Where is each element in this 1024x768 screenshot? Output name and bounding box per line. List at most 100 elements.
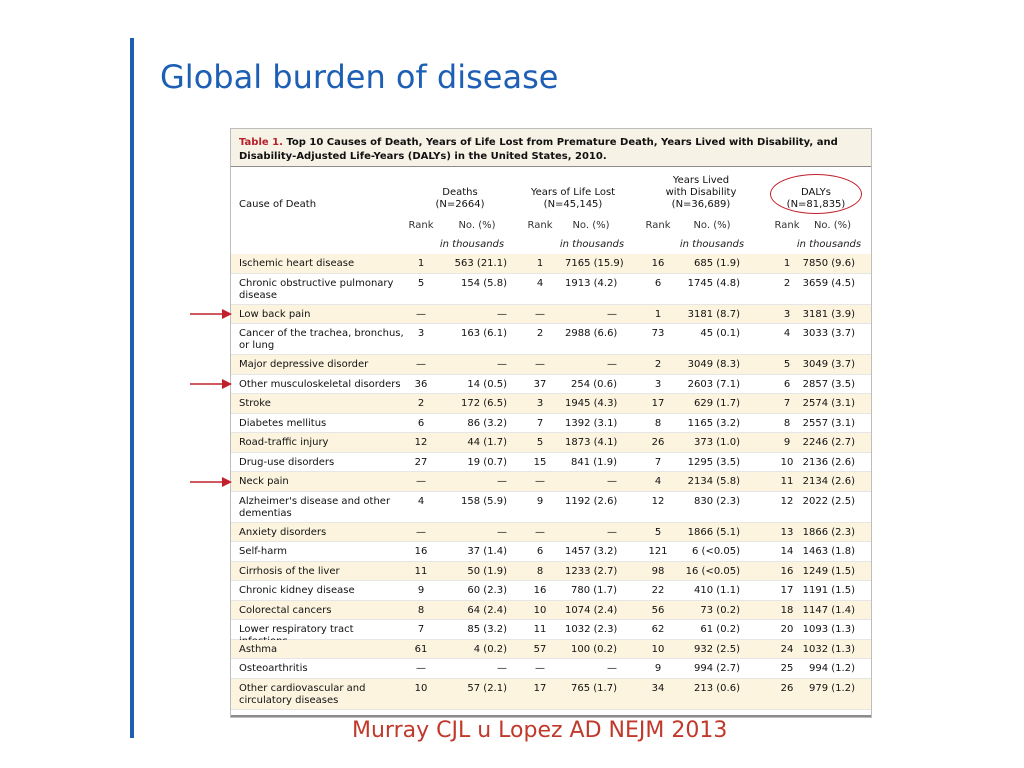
deaths-rank-cell: 16 [414,546,428,557]
deaths-no-cell: 64 (2.4) [467,604,507,616]
cause-cell: Alzheimer's disease and other dementias [239,495,391,519]
yll-no-cell: 1392 (3.1) [565,417,618,429]
daly-rank-cell: 26 [780,682,794,694]
yll-no-cell: 765 (1.7) [571,682,617,694]
deaths-no-cell: — [497,476,507,487]
deaths-no-cell: 563 (21.1) [454,258,507,269]
unit-yll: in thousands [559,239,625,250]
daly-rank-cell: 18 [780,604,794,616]
daly-rank-cell: 17 [780,585,794,596]
daly-rank-cell: 24 [780,643,794,655]
yll-no-cell: 1233 (2.7) [565,565,618,577]
daly-no-cell: 7850 (9.6) [802,258,855,269]
daly-no-cell: 2857 (3.5) [802,378,855,390]
cause-cell: Cirrhosis of the liver [239,565,340,577]
table-caption-lead: Table 1. [239,137,283,148]
unit-daly: in thousands [796,239,862,250]
table-caption: Table 1. Top 10 Causes of Death, Years o… [231,129,871,167]
yll-no-cell: 1913 (4.2) [565,277,618,289]
daly-rank-cell: 12 [780,495,794,507]
daly-rank-cell: 25 [780,663,794,674]
deaths-rank-cell: — [416,308,426,320]
subheader-deaths-no: No. (%) [458,220,496,231]
deaths-rank-cell: 7 [417,624,425,635]
subheader-deaths-rank: Rank [408,220,434,231]
yll-rank-cell: 15 [533,456,547,468]
yll-rank-cell: 16 [533,585,547,596]
arrow-marker-icon [190,379,232,390]
daly-no-cell: 994 (1.2) [809,663,855,674]
yld-no-cell: 73 (0.2) [700,604,740,616]
deaths-no-cell: 163 (6.1) [461,328,507,339]
deaths-no-cell: 19 (0.7) [467,456,507,468]
daly-rank-cell: 13 [780,526,794,538]
cause-cell: Low back pain [239,308,311,320]
subheader-yll-no: No. (%) [572,220,610,231]
deaths-no-cell: 57 (2.1) [467,682,507,694]
yld-no-cell: 2134 (5.8) [687,476,740,487]
deaths-rank-cell: 10 [414,682,428,694]
yll-no-cell: 1192 (2.6) [565,495,618,507]
yll-rank-cell: 4 [536,277,544,289]
deaths-rank-cell: — [416,359,426,370]
yld-no-cell: 373 (1.0) [694,437,740,448]
yll-no-cell: 1074 (2.4) [565,604,618,616]
yld-no-cell: 3181 (8.7) [687,308,740,320]
daly-rank-cell: 14 [780,546,794,557]
deaths-no-cell: — [497,663,507,674]
daly-rank-cell: 2 [783,277,791,289]
deaths-no-cell: 37 (1.4) [467,546,507,557]
yld-rank-cell: 8 [654,417,662,429]
cause-cell: Other musculoskeletal disorders [239,378,401,390]
deaths-no-cell: — [497,526,507,538]
yld-rank-cell: 34 [651,682,665,694]
deaths-rank-cell: 6 [417,417,425,429]
daly-rank-cell: 9 [783,437,791,448]
deaths-rank-cell: 8 [417,604,425,616]
table-row: Chronic obstructive pulmonary disease 5 15… [231,274,871,305]
daly-rank-cell: 7 [783,398,791,409]
yld-no-cell: 1295 (3.5) [687,456,740,468]
deaths-no-cell: — [497,359,507,370]
yll-no-cell: 100 (0.2) [571,643,617,655]
daly-no-cell: 2022 (2.5) [802,495,855,507]
table-row: Chronic kidney disease 9 60 (2.3) 16 780 (1.… [231,581,871,601]
yll-rank-cell: — [535,663,545,674]
deaths-rank-cell: — [416,663,426,674]
yll-no-cell: 1457 (3.2) [565,546,618,557]
daly-rank-cell: 6 [783,378,791,390]
yld-rank-cell: 10 [651,643,665,655]
yld-rank-cell: 6 [654,277,662,289]
daly-no-cell: 2136 (2.6) [802,456,855,468]
yld-no-cell: 994 (2.7) [694,663,740,674]
table-row: Colorectal cancers 8 64 (2.4) 10 1074 (2.4) 5… [231,600,871,620]
cause-cell: Colorectal cancers [239,604,332,616]
table-row: Stroke 2 172 (6.5) 3 1945 (4.3) 17 629 (1.7) 7 2… [231,394,871,414]
deaths-rank-cell: 3 [417,328,425,339]
yld-rank-cell: 3 [654,378,662,390]
table-row: Road-traffic injury 12 44 (1.7) 5 1873 (4.1)… [231,433,871,453]
daly-no-cell: 979 (1.2) [809,682,855,694]
table-row: Asthma 61 4 (0.2) 57 100 (0.2) 10 932 (2.5) 24 1… [231,639,871,659]
table-row: Osteoarthritis — — — — 9 994 (2.7) 25 994 (1.2) [231,659,871,679]
deaths-no-cell: 158 (5.9) [461,495,507,507]
yll-rank-cell: — [535,476,545,487]
yll-rank-cell: 8 [536,565,544,577]
cause-cell: Chronic kidney disease [239,585,355,596]
yll-no-cell: — [607,663,617,674]
yld-no-cell: 1165 (3.2) [687,417,740,429]
yld-rank-cell: 7 [654,456,662,468]
yll-no-cell: — [607,476,617,487]
deaths-no-cell: 50 (1.9) [467,565,507,577]
subheader-yld-rank: Rank [645,220,671,231]
citation: Murray CJL u Lopez AD NEJM 2013 [352,718,728,743]
yld-no-cell: 1866 (5.1) [687,526,740,538]
slide-title: Global burden of disease [160,58,559,96]
daly-rank-cell: 16 [780,565,794,577]
yll-no-cell: 841 (1.9) [571,456,617,468]
deaths-rank-cell: 2 [417,398,425,409]
table-body: Ischemic heart disease 1 563 (21.1) 1 7165 (… [231,254,871,710]
yld-rank-cell: 121 [648,546,668,557]
yll-rank-cell: 7 [536,417,544,429]
unit-deaths: in thousands [439,239,505,250]
